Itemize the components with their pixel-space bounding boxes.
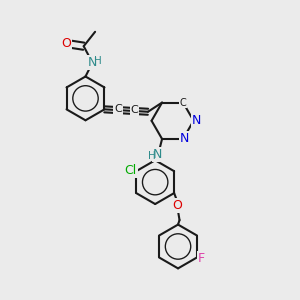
- Text: F: F: [198, 252, 206, 266]
- Text: C: C: [114, 104, 122, 114]
- Text: O: O: [172, 199, 182, 212]
- Text: O: O: [61, 37, 70, 50]
- Text: C: C: [180, 98, 186, 108]
- Text: N: N: [153, 148, 162, 161]
- Text: N: N: [192, 114, 201, 127]
- Text: Cl: Cl: [125, 164, 137, 177]
- Text: N: N: [180, 132, 189, 146]
- Text: N: N: [87, 56, 97, 69]
- Text: H: H: [94, 56, 102, 66]
- Text: H: H: [148, 151, 155, 161]
- Text: C: C: [130, 105, 138, 115]
